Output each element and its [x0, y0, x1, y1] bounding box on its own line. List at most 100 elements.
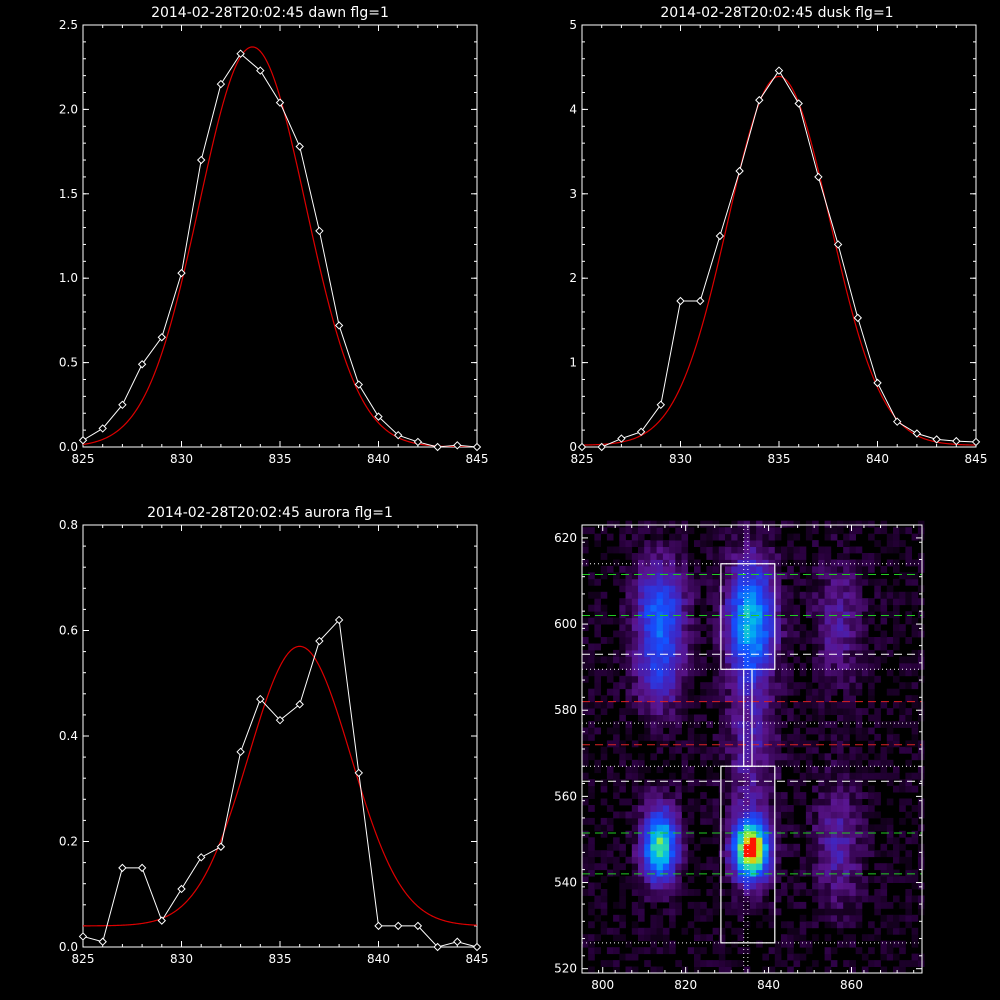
- data-point: [275, 715, 285, 725]
- y-tick-label: 2.0: [59, 102, 78, 116]
- data-point: [636, 427, 646, 437]
- data-point: [157, 916, 167, 925]
- data-point: [256, 694, 265, 704]
- x-tick-label: 835: [269, 952, 292, 966]
- y-tick-label: 620: [554, 531, 577, 545]
- data-point: [295, 142, 304, 151]
- data-point: [715, 231, 725, 241]
- heatmap-image: [582, 520, 925, 974]
- x-tick-label: 845: [965, 452, 988, 466]
- x-tick-label: 830: [669, 452, 692, 466]
- data-point: [236, 747, 245, 757]
- data-point: [676, 296, 685, 306]
- x-tick-label: 820: [674, 978, 697, 992]
- x-tick-label: 830: [170, 452, 193, 466]
- x-tick-label: 860: [840, 978, 863, 992]
- data-point: [892, 417, 902, 426]
- data-point: [735, 166, 744, 176]
- y-tick-label: 2: [569, 271, 577, 285]
- data-point: [118, 400, 127, 410]
- y-tick-label: 1: [569, 356, 577, 370]
- data-point: [354, 768, 364, 778]
- data-point: [873, 378, 882, 388]
- data-point: [256, 66, 265, 75]
- data-point: [814, 172, 823, 182]
- y-tick-label: 1.0: [59, 271, 78, 285]
- y-tick-label: 0: [569, 440, 577, 454]
- data-point: [453, 441, 462, 450]
- region-box: [743, 668, 753, 767]
- data-point: [118, 863, 127, 873]
- data-point: [98, 937, 107, 946]
- data-point: [374, 921, 383, 931]
- y-tick-label: 0.0: [59, 940, 78, 954]
- fit-curve: [83, 645, 477, 927]
- chart-dawn: 2014-02-28T20:02:45 dawn flg=1 825 830 835…: [59, 5, 489, 466]
- y-tick-label: 0.8: [59, 518, 78, 532]
- x-tick-label: 825: [72, 452, 95, 466]
- data-point: [137, 360, 147, 369]
- x-tick-label: 845: [466, 452, 489, 466]
- data-point: [78, 932, 88, 941]
- y-tick-label: 0.5: [59, 356, 78, 370]
- data-point: [472, 942, 482, 952]
- data-point: [334, 615, 344, 625]
- y-tick-label: 540: [554, 876, 577, 890]
- data-point: [774, 66, 784, 75]
- y-tick-label: 580: [554, 703, 577, 717]
- y-tick-label: 0.6: [59, 624, 78, 638]
- data-point: [196, 155, 206, 165]
- data-point: [216, 79, 226, 89]
- data-point: [374, 412, 383, 421]
- y-tick-label: 3: [569, 187, 577, 201]
- x-tick-label: 800: [591, 978, 614, 992]
- x-tick-label: 845: [466, 952, 489, 966]
- chart-dusk: 2014-02-28T20:02:45 dusk flg=1 825 830 835…: [569, 5, 987, 466]
- data-point: [656, 400, 666, 410]
- chart-spectrogram: 800 820 840 860 520 540 560 580 600 620: [554, 520, 925, 992]
- x-tick-label: 830: [170, 952, 193, 966]
- data-point: [853, 313, 863, 323]
- data-point: [275, 98, 285, 107]
- data-point: [617, 434, 626, 443]
- data-point: [433, 442, 442, 452]
- chart-aurora: 2014-02-28T20:02:45 aurora flg=1 825 830 8…: [59, 505, 489, 966]
- data-point: [98, 424, 107, 433]
- data-point: [295, 700, 304, 709]
- x-tick-label: 835: [269, 452, 292, 466]
- data-point: [354, 380, 364, 389]
- data-point: [315, 226, 324, 236]
- data-point: [597, 442, 606, 452]
- y-tick-label: 560: [554, 789, 577, 803]
- data-point: [413, 921, 423, 931]
- data-point: [453, 937, 462, 946]
- chart-aurora-title: 2014-02-28T20:02:45 aurora flg=1: [147, 505, 393, 521]
- y-tick-label: 1.5: [59, 187, 78, 201]
- y-tick-label: 5: [569, 18, 577, 32]
- y-tick-label: 0.0: [59, 440, 78, 454]
- data-point: [137, 863, 147, 873]
- data-point: [833, 240, 843, 249]
- data-point: [794, 99, 803, 108]
- x-tick-label: 825: [571, 452, 594, 466]
- x-tick-label: 825: [72, 952, 95, 966]
- x-tick-label: 840: [367, 952, 390, 966]
- data-point: [755, 95, 764, 105]
- data-point: [78, 436, 88, 445]
- data-point: [393, 921, 403, 931]
- y-tick-label: 4: [569, 102, 577, 116]
- y-tick-label: 2.5: [59, 18, 78, 32]
- data-point: [216, 842, 226, 851]
- x-tick-label: 840: [757, 978, 780, 992]
- y-tick-label: 600: [554, 617, 577, 631]
- data-point: [577, 442, 587, 452]
- chart-dusk-title: 2014-02-28T20:02:45 dusk flg=1: [660, 5, 893, 21]
- data-point: [433, 942, 442, 952]
- data-point: [932, 435, 941, 444]
- x-tick-label: 840: [367, 452, 390, 466]
- data-point: [472, 442, 482, 452]
- fit-curve: [582, 75, 976, 446]
- data-point: [196, 853, 206, 862]
- y-tick-label: 0.2: [59, 835, 78, 849]
